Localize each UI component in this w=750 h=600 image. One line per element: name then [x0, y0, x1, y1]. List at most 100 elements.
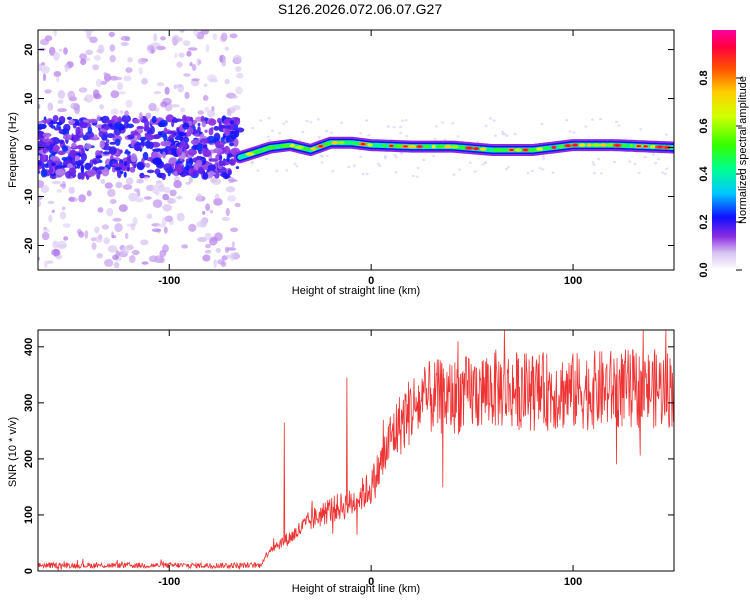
noise-blob	[394, 171, 398, 174]
signal-blob	[374, 143, 380, 148]
noise-blob	[541, 155, 545, 158]
noise-blob	[661, 171, 665, 174]
noise-blob	[110, 90, 120, 99]
noise-blob	[44, 260, 48, 268]
signal-peak	[473, 147, 479, 150]
signal-blob	[337, 140, 346, 145]
noise-blob	[422, 158, 426, 162]
noise-blob	[316, 118, 320, 121]
noise-blob	[434, 125, 438, 128]
noise-blob	[129, 166, 136, 173]
noise-blob	[93, 134, 98, 141]
noise-blob	[142, 151, 149, 161]
noise-blob	[492, 119, 496, 122]
noise-blob	[251, 160, 254, 163]
noise-blob	[199, 138, 210, 144]
noise-blob	[224, 46, 229, 51]
noise-blob	[235, 166, 240, 170]
noise-blob	[107, 245, 118, 253]
spectrogram-x-label: Height of straight line (km)	[292, 285, 420, 297]
noise-blob	[64, 63, 69, 69]
noise-blob	[268, 138, 272, 142]
noise-blob	[175, 118, 183, 122]
noise-blob	[196, 142, 203, 152]
noise-blob	[233, 54, 242, 64]
noise-blob	[220, 172, 228, 178]
noise-blob	[109, 146, 117, 155]
signal-blob	[558, 144, 564, 149]
noise-blob	[69, 149, 77, 158]
noise-blob	[195, 159, 203, 166]
y-tick-label: 100	[23, 506, 35, 524]
noise-blob	[143, 196, 152, 200]
noise-blob	[199, 218, 208, 228]
noise-blob	[38, 256, 41, 261]
noise-blob	[138, 67, 143, 75]
y-tick-label: 400	[23, 338, 35, 356]
noise-blob	[120, 35, 130, 41]
noise-blob	[197, 122, 201, 127]
noise-blob	[132, 216, 138, 226]
noise-blob	[84, 230, 89, 239]
noise-blob	[213, 198, 223, 206]
noise-blob	[177, 84, 185, 93]
noise-blob	[99, 104, 104, 110]
noise-blob	[57, 150, 66, 156]
noise-blob	[59, 183, 66, 188]
snr-y-ticks: 0 100 200 300 400	[23, 338, 674, 574]
noise-blob	[208, 158, 219, 162]
noise-blob	[148, 102, 157, 112]
noise-blob	[117, 91, 126, 95]
noise-blob	[91, 242, 97, 250]
noise-blob	[169, 189, 177, 197]
noise-blob	[505, 167, 508, 171]
signal-blob	[649, 144, 656, 149]
signal-peak	[615, 144, 620, 147]
noise-blob	[184, 91, 190, 99]
noise-blob	[208, 237, 218, 246]
noise-blob	[152, 157, 163, 166]
noise-blob	[48, 167, 54, 174]
noise-blob	[432, 154, 435, 158]
noise-blob	[45, 260, 54, 264]
noise-blob	[665, 167, 669, 170]
noise-blob	[38, 195, 43, 201]
noise-blob	[68, 196, 75, 202]
noise-blob	[136, 162, 145, 171]
noise-blob	[189, 62, 193, 67]
noise-blob	[202, 172, 209, 180]
noise-blob	[56, 76, 60, 83]
noise-blob	[331, 169, 335, 173]
noise-blob	[213, 125, 219, 131]
noise-blob	[433, 137, 437, 141]
noise-blob	[214, 193, 220, 199]
noise-blob	[127, 57, 133, 63]
noise-blob	[633, 162, 637, 166]
noise-blob	[221, 216, 230, 221]
noise-blob	[125, 99, 133, 108]
noise-blob	[416, 166, 420, 170]
noise-blob	[181, 244, 189, 249]
noise-blob	[146, 169, 155, 174]
noise-blob	[202, 144, 208, 149]
noise-blob	[530, 169, 534, 173]
noise-blob	[86, 169, 97, 177]
noise-blob	[309, 121, 313, 124]
noise-blob	[120, 42, 129, 46]
noise-blob	[176, 212, 185, 222]
signal-blob	[280, 143, 291, 148]
colorbar-label: Normalized spectral amplitude	[737, 76, 749, 224]
noise-blob	[101, 167, 110, 177]
noise-blob	[256, 169, 260, 172]
signal-blob	[431, 144, 436, 149]
signal-blob	[514, 148, 523, 152]
noise-blob	[51, 248, 61, 256]
signal-peak	[643, 145, 648, 148]
noise-blob	[61, 157, 67, 161]
snr-frame	[37, 329, 675, 572]
noise-blob	[208, 127, 214, 136]
noise-blob	[44, 89, 52, 94]
noise-blob	[330, 131, 334, 134]
noise-blob	[106, 207, 114, 217]
noise-blob	[73, 136, 77, 143]
